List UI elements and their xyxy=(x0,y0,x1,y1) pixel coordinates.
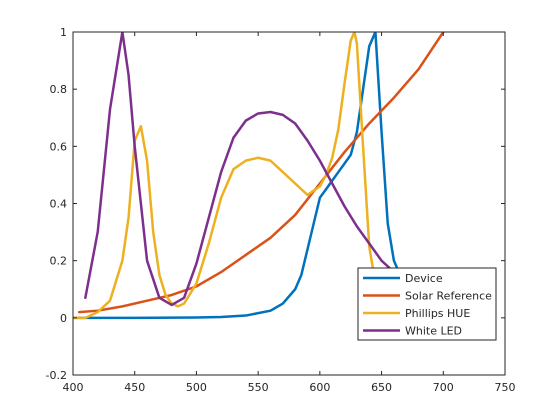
series-line-solar-reference xyxy=(77,32,445,314)
x-tick-label: 400 xyxy=(63,381,84,394)
legend: Device Solar Reference Phillips HUE White L… xyxy=(357,267,497,341)
series-line-white-led xyxy=(84,32,402,307)
x-tick-label: 550 xyxy=(248,381,269,394)
legend-label-white-led: White LED xyxy=(405,325,462,338)
series-line-device xyxy=(73,32,402,320)
legend-label-phillips-hue: Phillips HUE xyxy=(405,307,470,320)
y-tick-label: 0.8 xyxy=(50,83,68,96)
series-line-phillips-hue xyxy=(73,32,396,320)
x-tick-label: 650 xyxy=(371,381,392,394)
x-tick-label: 450 xyxy=(124,381,145,394)
x-tick-label: 600 xyxy=(309,381,330,394)
y-tick-label: -0.2 xyxy=(46,369,67,382)
y-tick-label: 0.6 xyxy=(50,140,68,153)
x-tick-label: 750 xyxy=(495,381,516,394)
x-tick-label: 500 xyxy=(186,381,207,394)
series-layer xyxy=(73,32,445,320)
y-tick-label: 1 xyxy=(60,26,67,39)
axes-layer: 400 450 500 550 600 650 700 750 -0.2 0 0.2 0.4 0.6 0.… xyxy=(46,26,516,394)
legend-label-solar-reference: Solar Reference xyxy=(405,290,492,303)
x-tick-label: 700 xyxy=(433,381,454,394)
y-tick-label: 0.4 xyxy=(50,198,68,211)
legend-label-device: Device xyxy=(405,272,443,285)
y-tick-label: 0 xyxy=(60,312,67,325)
legend-box xyxy=(357,267,497,341)
y-tick-label: 0.2 xyxy=(50,255,68,268)
